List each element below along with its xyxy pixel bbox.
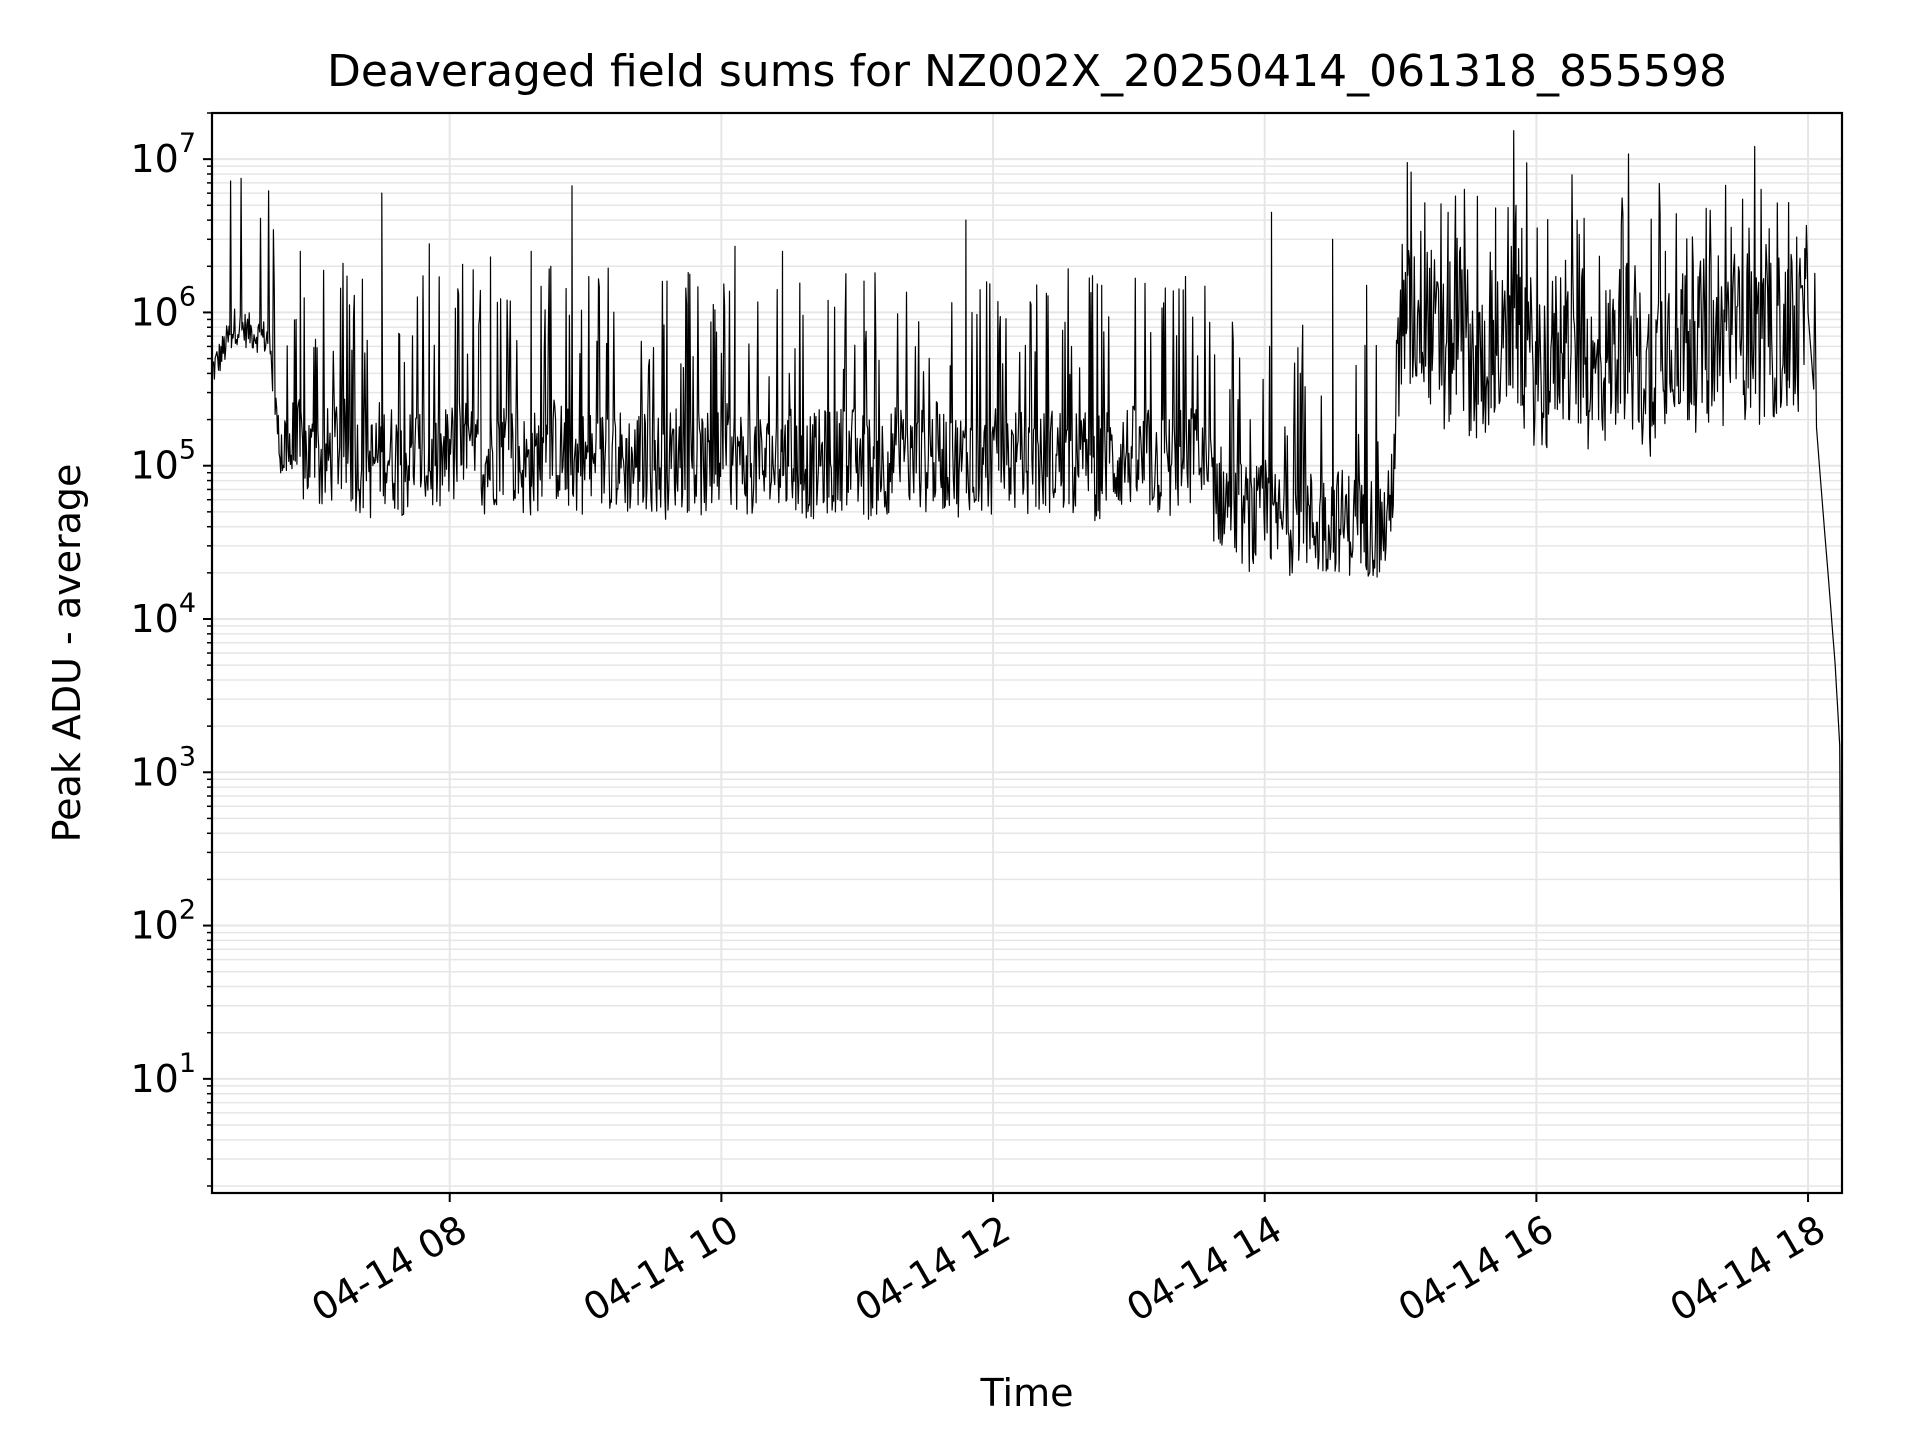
- y-tick-label: 106: [130, 281, 196, 334]
- x-tick-label: 04-14 10: [576, 1207, 746, 1331]
- x-tick-label: 04-14 18: [1663, 1207, 1833, 1331]
- y-tick-label: 101: [130, 1048, 196, 1101]
- y-tick-label: 103: [130, 741, 196, 794]
- series-line: [211, 130, 1843, 1140]
- x-tick-label: 04-14 08: [304, 1207, 474, 1331]
- data-layer: [211, 130, 1843, 1140]
- y-tick-label: 102: [130, 895, 196, 948]
- grid-layer: [212, 112, 1842, 1193]
- x-tick-label: 04-14 12: [848, 1207, 1018, 1331]
- x-tick-label: 04-14 16: [1391, 1207, 1561, 1331]
- x-axis-label: Time: [980, 1371, 1074, 1415]
- y-axis-label: Peak ADU - average: [45, 464, 89, 843]
- y-tick-label: 104: [130, 588, 196, 641]
- x-tick-label: 04-14 14: [1119, 1207, 1289, 1331]
- y-tick-label: 107: [130, 128, 196, 181]
- chart-title: Deaveraged field sums for NZ002X_2025041…: [327, 46, 1727, 97]
- y-tick-label: 105: [130, 435, 196, 488]
